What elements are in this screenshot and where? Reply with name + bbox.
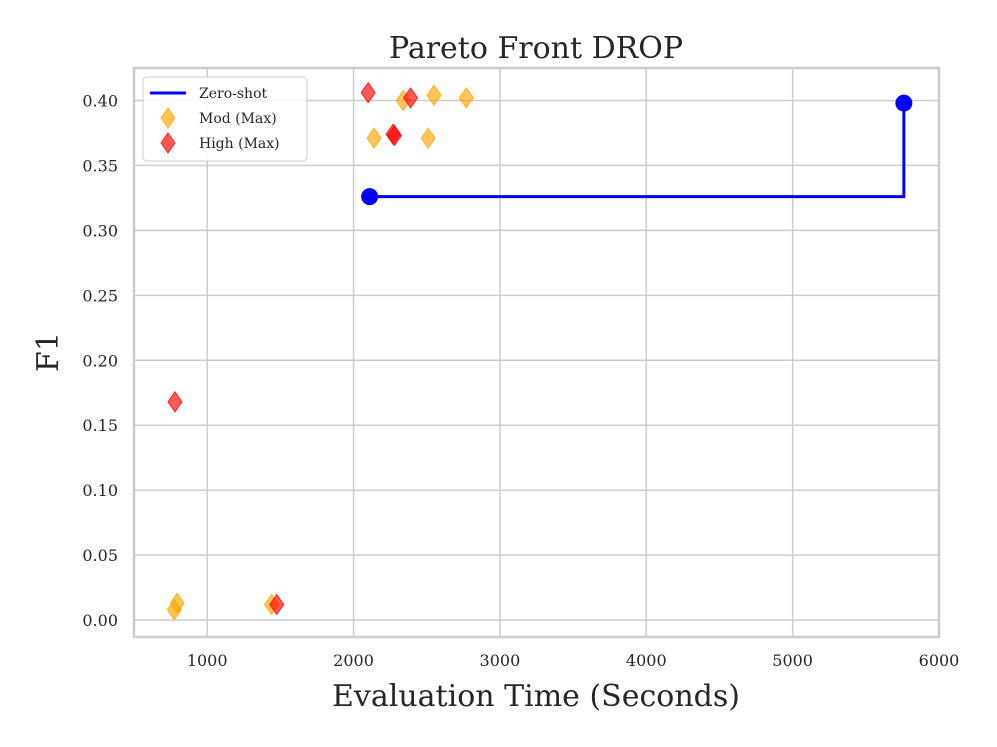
- x-axis-label: Evaluation Time (Seconds): [332, 679, 740, 714]
- y-tick-label: 0.10: [82, 481, 118, 500]
- x-tick-label: 1000: [187, 651, 228, 670]
- legend-label: Mod (Max): [199, 111, 277, 127]
- series: [166, 81, 913, 621]
- y-tick-label: 0.35: [82, 156, 118, 175]
- high-max-point: [403, 87, 419, 109]
- high-max-point: [269, 593, 285, 616]
- y-axis-label: F1: [31, 332, 66, 372]
- y-tick-label: 0.40: [82, 91, 118, 110]
- x-tick-label: 4000: [626, 651, 667, 670]
- grid: [134, 68, 940, 637]
- y-tick-label: 0.25: [82, 286, 118, 305]
- mod-max-point: [458, 87, 474, 109]
- legend-label: High (Max): [199, 136, 280, 152]
- zero-shot-point: [895, 94, 913, 112]
- x-tick-label: 3000: [480, 651, 521, 670]
- y-tick-labels: 0.00 0.05 0.10 0.15 0.20 0.25 0.30 0.35 0.40: [82, 91, 118, 630]
- legend-label: Zero-shot: [199, 86, 267, 102]
- legend: Zero-shot Mod (Max) High (Max): [142, 76, 308, 162]
- zero-shot-point: [361, 188, 379, 206]
- high-max-point: [167, 390, 183, 413]
- mod-max-point: [169, 592, 185, 615]
- mod-max-point: [426, 84, 442, 107]
- legend-box: [142, 76, 308, 162]
- y-tick-label: 0.30: [82, 221, 118, 240]
- x-tick-label: 2000: [333, 651, 374, 670]
- legend-swatch-mod-max: [160, 107, 176, 129]
- legend-swatch-high-max: [160, 132, 176, 154]
- x-tick-label: 6000: [919, 651, 960, 670]
- plot-frame: [132, 66, 941, 639]
- mod-max-point: [420, 127, 436, 150]
- chart-title: Pareto Front DROP: [389, 31, 683, 66]
- high-max-point: [386, 124, 403, 147]
- zero-shot-line: [369, 103, 906, 199]
- y-tick-label: 0.15: [82, 416, 118, 435]
- y-tick-label: 0.00: [82, 611, 118, 630]
- x-tick-labels: 1000 2000 3000 4000 5000 6000: [187, 651, 960, 670]
- x-tick-label: 5000: [772, 651, 813, 670]
- mod-max-point: [366, 127, 382, 150]
- y-tick-label: 0.20: [82, 351, 118, 370]
- high-max-point: [360, 81, 376, 104]
- y-tick-label: 0.05: [82, 546, 118, 565]
